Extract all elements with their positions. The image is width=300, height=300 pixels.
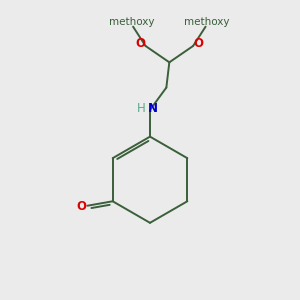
Text: methoxy: methoxy [184,16,230,27]
Text: O: O [194,37,203,50]
Text: O: O [135,37,145,50]
Text: O: O [76,200,86,212]
Text: methoxy: methoxy [109,16,154,27]
Text: H: H [137,102,146,115]
Text: N: N [148,102,158,115]
